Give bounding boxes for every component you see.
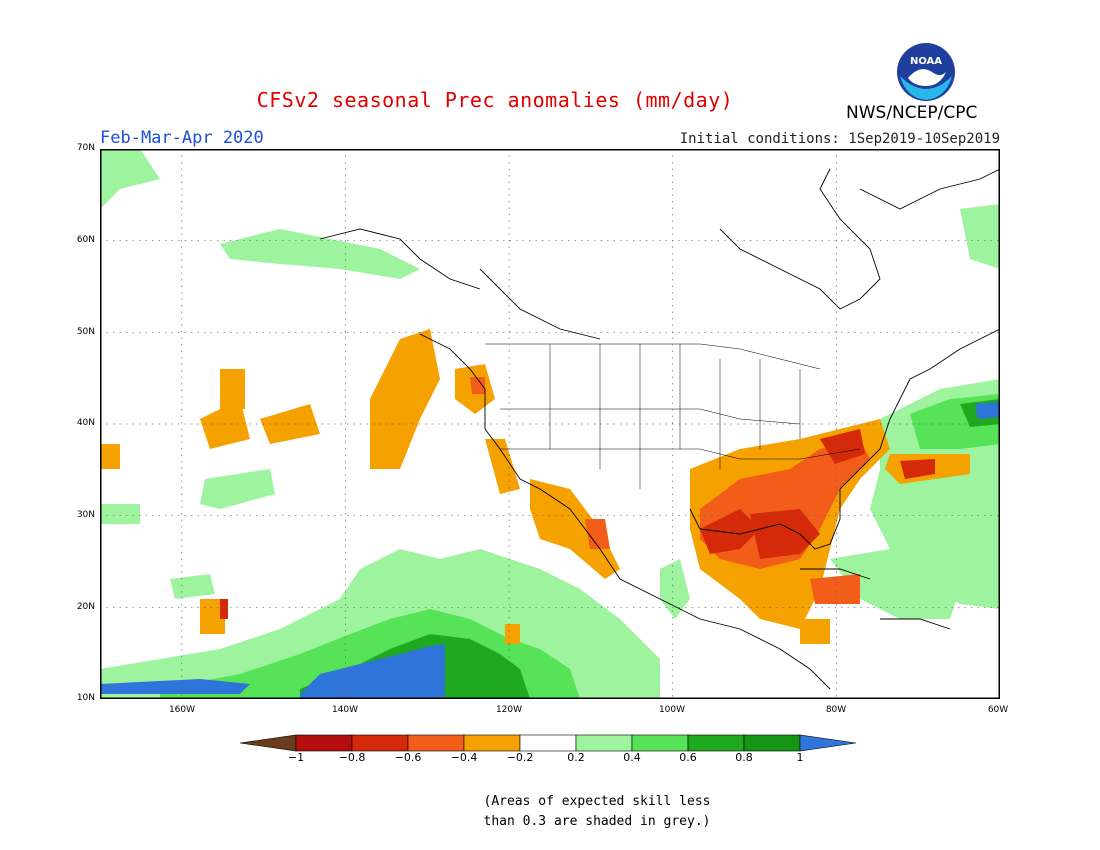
pacific-dry-patch-1 — [370, 329, 440, 469]
pacific-dry-core-1 — [220, 599, 228, 619]
initial-conditions: Initial conditions: 1Sep2019-10Sep2019 — [679, 131, 1000, 147]
graticule — [100, 149, 1000, 699]
chart-title: CFSv2 seasonal Prec anomalies (mm/day) — [256, 88, 734, 112]
anomaly-shading — [100, 149, 1000, 699]
mid-atlantic-dry-core — [820, 429, 865, 464]
noaa-logo-icon: NOAA — [897, 43, 955, 101]
cuba-dry — [810, 574, 860, 604]
lat-label-10n: 10N — [76, 693, 95, 703]
pacific-dry-patch-5 — [100, 444, 120, 469]
pacific-dry-patch-4 — [220, 369, 245, 409]
skill-note: (Areas of expected skill less than 0.3 a… — [47, 792, 1100, 832]
lat-label-70n: 70N — [76, 143, 95, 153]
colorbar — [240, 734, 857, 752]
colorbar-label: 1 — [796, 751, 804, 764]
caribbean-wet — [830, 549, 960, 619]
colorbar-cell — [407, 734, 465, 752]
lon-label-100w: 100W — [658, 705, 686, 715]
colorbar-label: −0.2 — [506, 751, 534, 764]
pacific-wet-patch-3 — [170, 574, 215, 599]
colorbar-cell — [687, 734, 745, 752]
lon-label-160w: 160W — [168, 705, 196, 715]
pacnw-dry-core — [470, 377, 485, 394]
colorbar-label: 0.4 — [623, 751, 641, 764]
colorbar-label: 0.6 — [679, 751, 697, 764]
lon-label-60w: 60W — [987, 705, 1009, 715]
baja-dry — [530, 479, 620, 579]
gulf-dry-core-2 — [750, 509, 820, 559]
colorbar-label: −0.6 — [394, 751, 422, 764]
pacific-dry-patch-7 — [505, 624, 520, 644]
logo-text: NOAA — [910, 56, 942, 67]
colorbar-cell — [519, 734, 577, 752]
colorbar-cell — [743, 734, 801, 752]
lat-label-60n: 60N — [76, 235, 95, 245]
mexico-dry-core — [585, 519, 610, 549]
colorbar-cells — [240, 734, 857, 752]
colorbar-cell — [631, 734, 689, 752]
pacific-wet-patch-2 — [100, 504, 140, 524]
lat-label-30n: 30N — [76, 510, 95, 520]
pacific-wet-patch-1 — [200, 469, 275, 509]
california-dry — [485, 439, 520, 494]
agency-label: NWS/NCEP/CPC — [846, 103, 978, 123]
skill-note-line-2: than 0.3 are shaded in grey.) — [483, 814, 711, 829]
lat-label-50n: 50N — [76, 327, 95, 337]
alaska-wet — [220, 229, 420, 279]
colorbar-label: −1 — [287, 751, 305, 764]
pacific-very-wet — [300, 644, 445, 699]
colorbar-label: −0.8 — [338, 751, 366, 764]
skill-note-line-1: (Areas of expected skill less — [483, 794, 711, 809]
pacific-dry-patch-6 — [200, 599, 225, 634]
coastlines — [319, 168, 1000, 690]
colorbar-cell — [295, 734, 353, 752]
lon-label-140w: 140W — [331, 705, 359, 715]
colorbar-cell — [799, 734, 857, 752]
colorbar-cell — [351, 734, 409, 752]
colorbar-cell — [575, 734, 633, 752]
map-frame — [100, 149, 1000, 699]
pacific-wet-strip — [100, 679, 250, 694]
precip-anomaly-map — [100, 149, 1000, 699]
canada-wet-east — [960, 204, 1000, 269]
forecast-period: Feb-Mar-Apr 2020 — [100, 128, 264, 148]
colorbar-cell — [463, 734, 521, 752]
arctic-wet — [100, 149, 160, 209]
atlantic-very-wet — [975, 402, 1000, 419]
lon-label-80w: 80W — [825, 705, 847, 715]
texas-wet — [660, 559, 690, 619]
atlantic-dry-core — [900, 459, 935, 479]
colorbar-cell — [240, 734, 297, 752]
lat-label-40n: 40N — [76, 418, 95, 428]
colorbar-label: −0.4 — [450, 751, 478, 764]
colorbar-label: 0.2 — [567, 751, 585, 764]
colorbar-label: 0.8 — [735, 751, 753, 764]
lat-label-20n: 20N — [76, 602, 95, 612]
central-america-dry — [800, 619, 830, 644]
gulf-dry-core-1 — [700, 509, 760, 554]
us-state-borders — [485, 343, 861, 489]
lon-label-120w: 120W — [495, 705, 523, 715]
